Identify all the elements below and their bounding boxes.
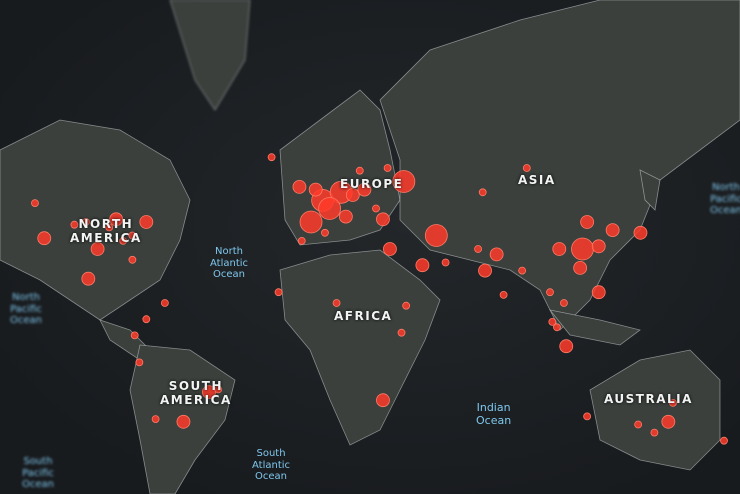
hotspot-marker[interactable] xyxy=(376,393,390,408)
hotspot-marker[interactable] xyxy=(176,414,191,429)
hotspot-marker[interactable] xyxy=(151,415,160,424)
japan xyxy=(639,169,661,211)
hotspot-marker[interactable] xyxy=(669,398,677,407)
hotspot-marker[interactable] xyxy=(119,236,128,245)
hotspot-marker[interactable] xyxy=(90,242,105,256)
label-north-atlantic-ocean: North Atlantic Ocean xyxy=(210,246,249,280)
hotspot-marker[interactable] xyxy=(355,166,364,175)
hotspot-marker[interactable] xyxy=(139,215,154,229)
label-north-pacific-ocean-east: North Pacific Ocean xyxy=(710,182,740,216)
hotspot-marker[interactable] xyxy=(376,212,390,227)
hotspot-marker[interactable] xyxy=(489,247,504,262)
hotspot-marker[interactable] xyxy=(548,317,557,326)
hotspot-marker[interactable] xyxy=(474,245,482,253)
hotspot-marker[interactable] xyxy=(478,188,487,197)
hotspot-marker[interactable] xyxy=(109,212,124,227)
hotspot-marker[interactable] xyxy=(661,414,676,429)
hotspot-marker[interactable] xyxy=(372,204,380,213)
label-australia: AUSTRALIA xyxy=(604,392,693,406)
hotspot-marker[interactable] xyxy=(297,236,306,245)
label-north-pacific-ocean-west: North Pacific Ocean xyxy=(10,292,42,326)
australia xyxy=(589,349,721,471)
hotspot-marker[interactable] xyxy=(583,412,592,421)
hotspot-marker[interactable] xyxy=(81,271,96,286)
hotspot-marker[interactable] xyxy=(332,299,341,307)
hotspot-marker[interactable] xyxy=(37,231,52,246)
hotspot-marker[interactable] xyxy=(321,228,329,237)
north-america xyxy=(0,119,191,321)
hotspot-marker[interactable] xyxy=(135,358,144,367)
hotspot-marker[interactable] xyxy=(383,164,392,172)
label-south-atlantic-ocean: South Atlantic Ocean xyxy=(252,448,291,482)
hotspot-marker[interactable] xyxy=(292,179,307,194)
hotspot-marker[interactable] xyxy=(397,328,406,337)
greenland xyxy=(169,0,251,111)
hotspot-marker[interactable] xyxy=(383,242,397,256)
hotspot-marker[interactable] xyxy=(580,215,595,229)
hotspot-marker[interactable] xyxy=(560,299,568,307)
hotspot-marker[interactable] xyxy=(591,285,606,300)
hotspot-marker[interactable] xyxy=(605,223,620,238)
hotspot-marker[interactable] xyxy=(518,266,527,275)
hotspot-marker[interactable] xyxy=(345,188,360,202)
hotspot-marker[interactable] xyxy=(142,315,151,324)
label-north-america: NORTH AMERICA xyxy=(70,217,142,245)
hotspot-marker[interactable] xyxy=(160,299,169,307)
hotspot-marker[interactable] xyxy=(552,242,567,256)
hotspot-marker[interactable] xyxy=(441,258,450,267)
hotspot-marker[interactable] xyxy=(82,218,90,226)
hotspot-marker[interactable] xyxy=(415,258,430,273)
hotspot-marker[interactable] xyxy=(267,153,276,162)
hotspot-marker[interactable] xyxy=(553,323,561,332)
label-europe: EUROPE xyxy=(340,177,404,191)
hotspot-marker[interactable] xyxy=(720,436,728,445)
hotspot-marker[interactable] xyxy=(308,182,323,197)
label-south-america: SOUTH AMERICA xyxy=(160,379,232,407)
label-south-pacific-ocean: South Pacific Ocean xyxy=(22,456,54,490)
hotspot-marker[interactable] xyxy=(70,220,79,229)
hotspot-marker[interactable] xyxy=(522,164,531,172)
hotspot-marker[interactable] xyxy=(499,290,508,299)
hotspot-marker[interactable] xyxy=(559,339,574,354)
hotspot-marker[interactable] xyxy=(299,210,323,234)
hotspot-marker[interactable] xyxy=(128,231,137,240)
hotspot-marker[interactable] xyxy=(128,255,137,264)
label-africa: AFRICA xyxy=(334,309,393,323)
hotspot-marker[interactable] xyxy=(424,224,448,247)
label-asia: ASIA xyxy=(518,173,556,187)
hotspot-marker[interactable] xyxy=(402,301,411,310)
hotspot-marker[interactable] xyxy=(318,197,342,220)
hotspot-marker[interactable] xyxy=(546,288,554,297)
hotspot-marker[interactable] xyxy=(633,225,648,240)
hotspot-marker[interactable] xyxy=(591,239,606,254)
hotspot-marker[interactable] xyxy=(214,385,223,394)
hotspot-marker[interactable] xyxy=(31,199,39,208)
hotspot-marker[interactable] xyxy=(338,209,353,224)
hotspot-layer xyxy=(31,153,728,445)
hotspot-marker[interactable] xyxy=(392,170,416,193)
hotspot-marker[interactable] xyxy=(130,331,139,340)
asia xyxy=(379,0,740,331)
hotspot-marker[interactable] xyxy=(573,260,588,275)
hotspot-marker[interactable] xyxy=(650,428,659,437)
hotspot-marker[interactable] xyxy=(105,223,114,232)
hotspot-marker[interactable] xyxy=(478,263,492,278)
hotspot-marker[interactable] xyxy=(357,182,372,197)
label-indian-ocean: Indian Ocean xyxy=(476,401,512,427)
hotspot-marker[interactable] xyxy=(634,420,643,429)
africa xyxy=(279,249,441,446)
southeast-asia-islands xyxy=(549,309,641,346)
hotspot-marker[interactable] xyxy=(571,237,594,261)
hotspot-marker[interactable] xyxy=(274,288,283,297)
